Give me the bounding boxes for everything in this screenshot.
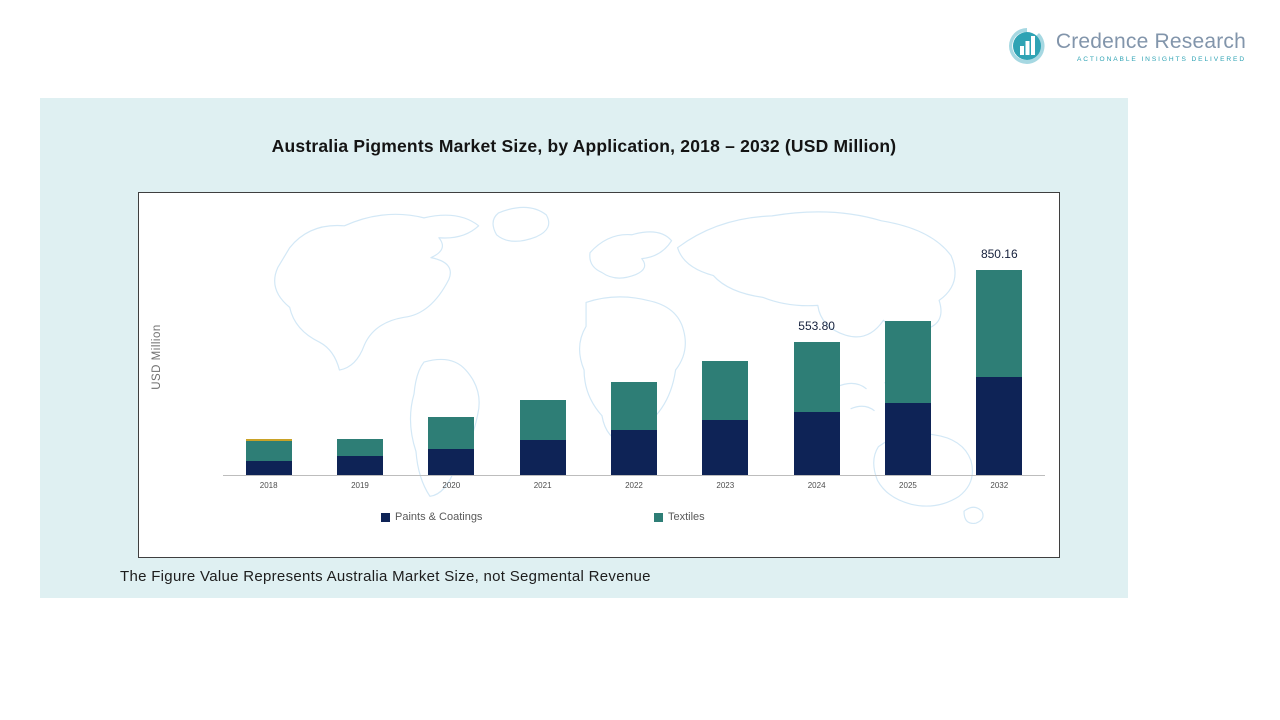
bar-segment-textiles-2021 [519,400,566,440]
logo-name: Credence Research [1055,29,1246,53]
x-axis-label-2023: 2023 [716,481,735,490]
bar-column-2024: 553.80 2024 [771,233,862,490]
bar-chart-icon [1008,28,1045,64]
y-axis-title: USD Million [151,324,163,390]
bar-value-label-2032: 850.16 [980,247,1018,262]
bar-segment-paints-coatings-2019 [336,455,383,475]
x-axis-label-2019: 2019 [351,481,369,490]
x-axis-label-2025: 2025 [899,481,917,490]
x-axis-label-2024: 2024 [807,481,826,490]
bar-column-2025: 2025 [862,233,953,490]
bar-column-2019: 2019 [314,233,405,490]
bar-segment-textiles-2018 [245,441,292,461]
accent-segment-2018 [245,438,292,442]
legend-item-textiles: Textiles [654,511,705,523]
stacked-bar-2025 [884,321,931,475]
legend-swatch-textiles [654,512,663,522]
bar-segment-paints-coatings-2023 [702,420,749,475]
bar-segment-textiles-2023 [702,360,749,421]
chart-title: Australia Pigments Market Size, by Appli… [271,136,897,156]
legend-label-textiles: Textiles [668,511,705,523]
bar-segment-paints-coatings-2032 [976,377,1023,475]
legend-swatch-paints-coatings [381,512,390,522]
bar-segment-textiles-2019 [336,438,383,456]
bar-segment-textiles-2022 [610,381,657,431]
x-axis-label-2022: 2022 [625,481,643,490]
credence-research-logo: Credence Research ACTIONABLE INSIGHTS DE… [1007,26,1246,66]
stacked-bar-2024 [793,341,840,475]
legend-label-paints-coatings: Paints & Coatings [395,511,483,523]
chart-panel: Australia Pigments Market Size, by Appli… [40,98,1128,598]
bar-segment-paints-coatings-2021 [519,439,566,475]
stacked-bar-2023 [702,360,749,475]
bar-segment-paints-coatings-2020 [428,449,475,475]
bar-value-label-2024: 553.80 [798,318,835,333]
bar-segment-textiles-2025 [884,321,931,403]
stacked-bar-2018 [245,438,292,475]
bar-segment-paints-coatings-2025 [884,402,931,475]
legend-item-paints-coatings: Paints & Coatings [381,511,482,523]
bar-column-2032: 850.16 2032 [954,233,1045,490]
bar-column-2021: 2021 [497,233,588,490]
bar-column-2023: 2023 [680,233,771,490]
bar-column-2022: 2022 [588,233,679,490]
stacked-bar-2019 [336,438,383,475]
plot-area: 2018 2019 2020 2021 2022 2023 553.80 2024 2025 85… [223,233,1045,490]
bar-segment-paints-coatings-2022 [610,430,657,475]
stacked-bar-2020 [428,417,475,475]
stacked-bar-2022 [610,381,657,475]
x-axis-label-2018: 2018 [259,481,278,490]
bar-column-2020: 2020 [406,233,497,490]
chart-plot-box: USD Million 2018 2019 2020 2021 2022 2023 553.… [138,192,1060,558]
bar-segment-textiles-2024 [793,341,840,413]
bar-segment-textiles-2032 [976,270,1023,378]
x-axis-label-2032: 2032 [990,481,1009,490]
x-axis-label-2021: 2021 [533,481,552,490]
x-axis-label-2020: 2020 [442,481,461,490]
stacked-bar-2021 [519,400,566,475]
logo-text: Credence Research ACTIONABLE INSIGHTS DE… [1056,30,1246,63]
stacked-bar-2032 [976,270,1023,475]
figure-note: The Figure Value Represents Australia Ma… [120,568,651,585]
bar-segment-paints-coatings-2018 [245,460,292,475]
bar-segment-textiles-2020 [428,417,475,449]
bar-column-2018: 2018 [223,233,314,490]
bar-segment-paints-coatings-2024 [793,412,840,475]
logo-tagline: ACTIONABLE INSIGHTS DELIVERED [1076,55,1246,63]
